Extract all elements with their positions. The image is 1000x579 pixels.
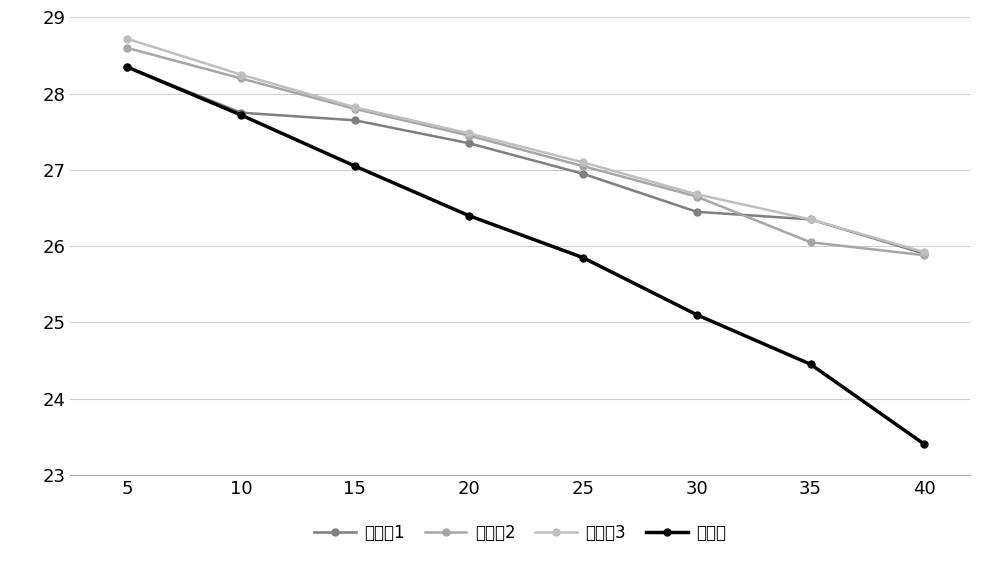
对照组	[235, 112, 247, 119]
实施例2	[349, 105, 361, 112]
实施例1	[805, 216, 817, 223]
实施例1	[235, 109, 247, 116]
实施例3	[691, 190, 703, 197]
实施例2	[463, 132, 475, 139]
实施例1	[918, 250, 930, 257]
实施例2	[121, 45, 133, 52]
对照组	[691, 311, 703, 318]
实施例2	[235, 75, 247, 82]
对照组	[463, 212, 475, 219]
实施例1	[463, 140, 475, 146]
对照组	[805, 361, 817, 368]
Line: 实施例2: 实施例2	[123, 45, 928, 259]
实施例3	[805, 216, 817, 223]
Line: 实施例1: 实施例1	[123, 64, 928, 257]
Line: 实施例3: 实施例3	[123, 35, 928, 256]
实施例1	[349, 117, 361, 124]
对照组	[349, 163, 361, 170]
实施例2	[918, 252, 930, 259]
实施例1	[121, 64, 133, 71]
实施例2	[691, 193, 703, 200]
对照组	[918, 441, 930, 448]
实施例3	[349, 104, 361, 111]
实施例2	[577, 163, 589, 170]
对照组	[121, 64, 133, 71]
对照组	[577, 254, 589, 261]
Line: 对照组: 对照组	[123, 64, 928, 448]
实施例3	[918, 249, 930, 256]
实施例1	[577, 170, 589, 177]
实施例3	[235, 71, 247, 78]
实施例2	[805, 239, 817, 245]
Legend: 实施例1, 实施例2, 实施例3, 对照组: 实施例1, 实施例2, 实施例3, 对照组	[307, 518, 733, 549]
实施例3	[121, 35, 133, 42]
实施例3	[577, 159, 589, 166]
实施例1	[691, 208, 703, 215]
实施例3	[463, 130, 475, 137]
